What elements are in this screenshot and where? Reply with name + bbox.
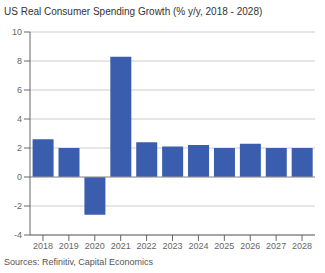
html-text:Sources: Refinitiv, Capital Ec: Sources: Refinitiv, Capital Economics xyxy=(4,257,153,267)
svg-text:2028: 2028 xyxy=(292,241,312,251)
svg-text:-4: -4 xyxy=(14,230,22,240)
svg-text:2019: 2019 xyxy=(59,241,79,251)
svg-text:2024: 2024 xyxy=(188,241,208,251)
svg-text:4: 4 xyxy=(17,114,22,124)
svg-text:2027: 2027 xyxy=(266,241,286,251)
svg-text:8: 8 xyxy=(17,56,22,66)
svg-text:0: 0 xyxy=(17,172,22,182)
svg-text:10: 10 xyxy=(12,27,22,37)
svg-text:2018: 2018 xyxy=(33,241,53,251)
svg-text:2020: 2020 xyxy=(85,241,105,251)
svg-text:2021: 2021 xyxy=(111,241,131,251)
svg-text:-2: -2 xyxy=(14,201,22,211)
html-text:US Real Consumer Spending Grow: US Real Consumer Spending Growth (% y/y,… xyxy=(4,6,263,17)
svg-text:2: 2 xyxy=(17,143,22,153)
svg-text:6: 6 xyxy=(17,85,22,95)
svg-text:2023: 2023 xyxy=(162,241,182,251)
svg-text:2025: 2025 xyxy=(214,241,234,251)
svg-text:2022: 2022 xyxy=(137,241,157,251)
svg-text:2026: 2026 xyxy=(240,241,260,251)
